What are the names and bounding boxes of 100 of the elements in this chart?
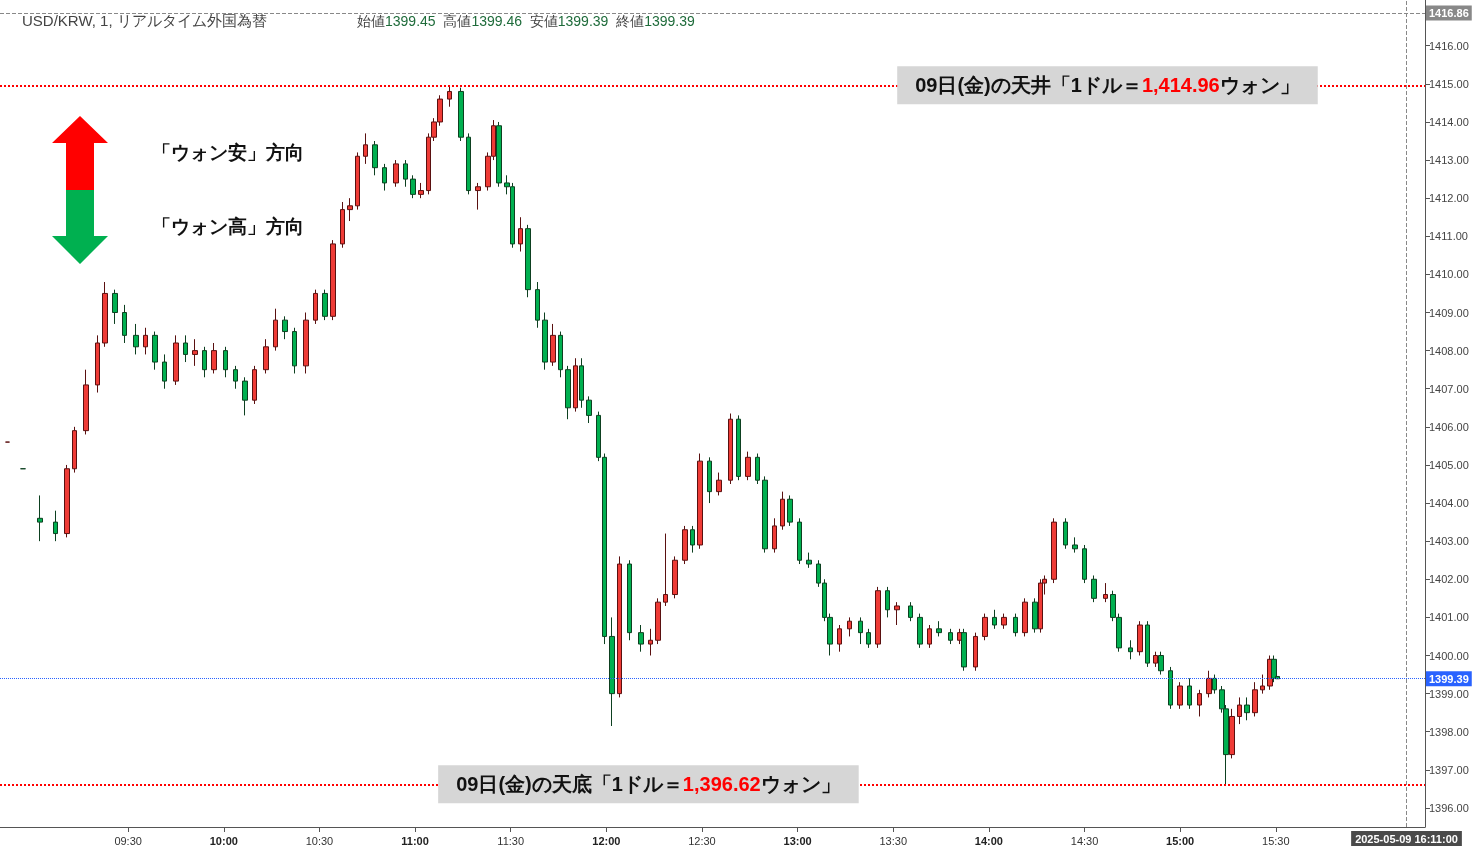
candlestick <box>1187 677 1192 710</box>
candlestick <box>393 159 399 188</box>
x-tick-label: 11:30 <box>497 834 525 846</box>
candlestick <box>363 132 368 165</box>
candlestick <box>1229 708 1235 759</box>
candlestick <box>535 281 540 329</box>
candlestick <box>242 376 248 416</box>
candlestick <box>403 159 408 188</box>
candlestick <box>992 609 997 630</box>
candlestick <box>322 289 328 321</box>
candlestick <box>1206 670 1212 698</box>
candlestick <box>282 315 288 340</box>
y-tick-label: 1407.00 <box>1429 382 1469 395</box>
candlestick <box>53 510 58 542</box>
candlestick <box>617 555 622 698</box>
candlestick <box>847 616 852 637</box>
candlestick <box>192 338 198 367</box>
y-tick-label: 1412.00 <box>1429 192 1469 205</box>
candlestick <box>728 413 733 485</box>
candlestick <box>1032 597 1038 634</box>
y-tick-label: 1408.00 <box>1429 344 1469 357</box>
candlestick <box>83 369 89 435</box>
candlestick <box>672 555 678 599</box>
candlestick <box>648 628 653 656</box>
candlestick <box>1072 536 1078 554</box>
x-tick-label: 10:30 <box>305 834 334 846</box>
candlestick <box>772 517 777 554</box>
candlestick <box>858 616 863 645</box>
y-tick-label: 1402.00 <box>1429 573 1469 586</box>
candlestick <box>755 453 760 485</box>
candlestick <box>1212 674 1217 695</box>
candlestick <box>697 453 703 550</box>
candlestick <box>1168 666 1173 710</box>
x-tick-label: 15:00 <box>1166 834 1195 846</box>
x-tick-label: 10:00 <box>209 834 238 846</box>
y-tick-label: 1406.00 <box>1429 420 1469 433</box>
candlestick <box>518 216 523 253</box>
candlestick <box>303 312 309 374</box>
candlestick <box>973 632 978 672</box>
candlestick <box>233 365 238 390</box>
candlestick <box>173 334 179 386</box>
candlestick <box>1038 578 1043 634</box>
x-tick-label: 12:30 <box>688 834 716 846</box>
candlestick <box>875 586 881 649</box>
candlestick <box>787 494 793 527</box>
candlestick <box>762 475 768 554</box>
candlestick <box>982 613 988 641</box>
text: USD/KRW, 1, リアルタイム外国為替 <box>22 12 267 29</box>
annotation: 「ウォン安」方向 <box>152 142 304 163</box>
candlestick <box>475 182 481 211</box>
y-tick-label: 1413.00 <box>1429 154 1469 167</box>
candlestick <box>936 620 942 637</box>
candlestick <box>885 586 890 618</box>
candlestick <box>112 289 118 325</box>
candlestick <box>655 597 661 645</box>
candlestick <box>1063 517 1068 550</box>
candlestick <box>1082 544 1087 584</box>
candlestick <box>894 601 900 626</box>
candlestick <box>347 197 353 222</box>
candlestick <box>716 472 722 496</box>
candlestick <box>330 239 336 321</box>
candlestick <box>1177 681 1183 710</box>
candlestick <box>542 312 548 371</box>
candlestick <box>1197 689 1202 717</box>
candlestick <box>355 151 360 211</box>
candlestick <box>745 451 751 481</box>
candlestick <box>1145 620 1150 668</box>
candlestick <box>313 289 318 325</box>
ref-line-label: 1399.39 <box>1429 672 1469 685</box>
y-tick-label: 1400.00 <box>1429 649 1469 662</box>
y-tick-label: 1416.00 <box>1429 39 1469 52</box>
candlestick <box>780 491 785 531</box>
y-tick-label: 1399.00 <box>1429 687 1469 700</box>
annotation: 「ウォン高」方向 <box>152 216 304 237</box>
candlestick <box>558 331 563 378</box>
candlestick <box>565 365 571 420</box>
candlestick <box>1001 613 1007 630</box>
candlestick <box>627 559 632 641</box>
y-tick-label: 1401.00 <box>1429 611 1469 624</box>
candlestick <box>202 346 207 378</box>
candlestick <box>1137 620 1143 656</box>
candlestick <box>736 414 741 481</box>
y-tick-label: 1398.00 <box>1429 725 1469 738</box>
candlestick <box>908 601 913 622</box>
candlestick <box>806 552 812 569</box>
y-tick-label: 1410.00 <box>1429 268 1469 281</box>
candlestick <box>95 334 100 394</box>
ref-line-label: 09日(金)の天井「1ドル＝1,414.96ウォン」 <box>915 74 1300 97</box>
candlestick <box>133 323 139 355</box>
x-tick-label: 14:30 <box>1070 834 1099 846</box>
y-tick-label: 1403.00 <box>1429 535 1469 548</box>
candlestick <box>410 174 416 199</box>
candlestick <box>211 342 217 374</box>
ref-line-label: 09日(金)の天底「1ドル＝1,396.62ウォン」 <box>456 773 841 796</box>
candlestick <box>183 334 188 363</box>
candlestick <box>223 346 228 378</box>
candlestick <box>586 395 592 424</box>
candlestick <box>707 456 712 504</box>
candlestick <box>609 616 615 727</box>
candlestick <box>1103 582 1108 603</box>
